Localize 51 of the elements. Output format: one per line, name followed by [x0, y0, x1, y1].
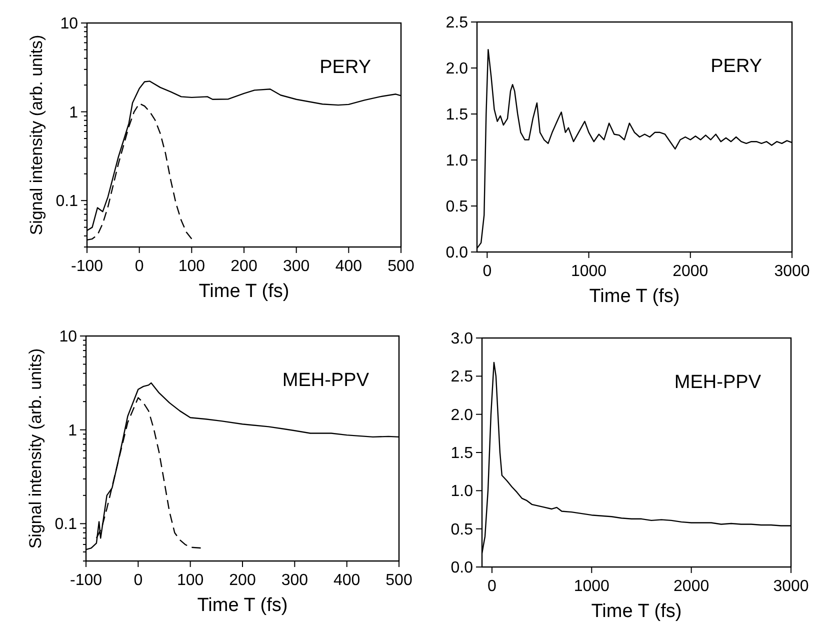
x-tick-label: 400: [333, 572, 360, 589]
y-tick-label: 1.5: [446, 106, 468, 124]
annotation: PERY: [320, 57, 372, 78]
y-tick-label: 10: [60, 16, 78, 32]
x-tick-label: 3000: [773, 578, 809, 595]
x-tick-label: 100: [178, 258, 206, 275]
x-tick-label: 500: [388, 258, 414, 275]
y-axis-title: Signal intensity (arb. units): [27, 34, 46, 236]
y-tick-label: 2.0: [446, 60, 468, 78]
x-tick-label: 1000: [570, 263, 607, 280]
y-tick-label: 2.5: [446, 14, 468, 32]
x-tick-label: -100: [70, 258, 104, 275]
x-tick-label: 2000: [672, 263, 708, 280]
y-tick-label: 0.0: [446, 244, 468, 262]
y-tick-label: 1.0: [450, 483, 474, 500]
y-tick-label: 3.0: [450, 330, 474, 348]
y-tick-label: 0.5: [446, 198, 468, 216]
x-tick-label: 300: [281, 572, 308, 589]
x-tick-label: 2000: [674, 578, 710, 595]
x-axis-title: Time T (fs): [197, 595, 288, 616]
x-axis-title: Time T (fs): [591, 601, 682, 622]
x-axis-title: Time T (fs): [589, 286, 680, 307]
x-tick-label: 100: [176, 572, 204, 589]
x-tick-label: 400: [335, 258, 362, 275]
x-tick-label: 0: [134, 572, 143, 589]
y-tick-label: 0.5: [450, 521, 474, 538]
x-tick-label: 200: [230, 258, 258, 275]
x-tick-label: 1000: [574, 578, 610, 595]
y-tick-label: 0.1: [56, 193, 78, 210]
y-tick-label: 1.5: [450, 445, 474, 462]
x-tick-label: 0: [134, 258, 144, 275]
annotation: MEH-PPV: [674, 372, 762, 393]
annotation: MEH-PPV: [282, 370, 370, 391]
y-tick-label: 0.1: [54, 516, 78, 534]
x-tick-label: 3000: [774, 263, 810, 280]
y-tick-label: 2.0: [450, 406, 474, 424]
x-axis-title: Time T (fs): [198, 281, 290, 302]
x-tick-label: 0: [488, 578, 497, 595]
x-tick-label: -100: [70, 572, 102, 589]
y-tick-label: 2.5: [450, 368, 474, 386]
y-tick-label: 10: [59, 328, 78, 346]
y-axis-title: Signal intensity (arb. units): [26, 348, 45, 549]
y-tick-label: 1.0: [446, 152, 468, 170]
y-tick-label: 0.0: [450, 560, 474, 576]
x-tick-label: 300: [282, 258, 310, 275]
y-tick-label: 1: [69, 104, 78, 122]
y-tick-label: 1: [68, 422, 78, 440]
x-tick-label: 0: [482, 263, 492, 280]
annotation: PERY: [710, 56, 762, 77]
x-tick-label: 200: [229, 572, 256, 589]
x-tick-label: 500: [386, 572, 412, 589]
